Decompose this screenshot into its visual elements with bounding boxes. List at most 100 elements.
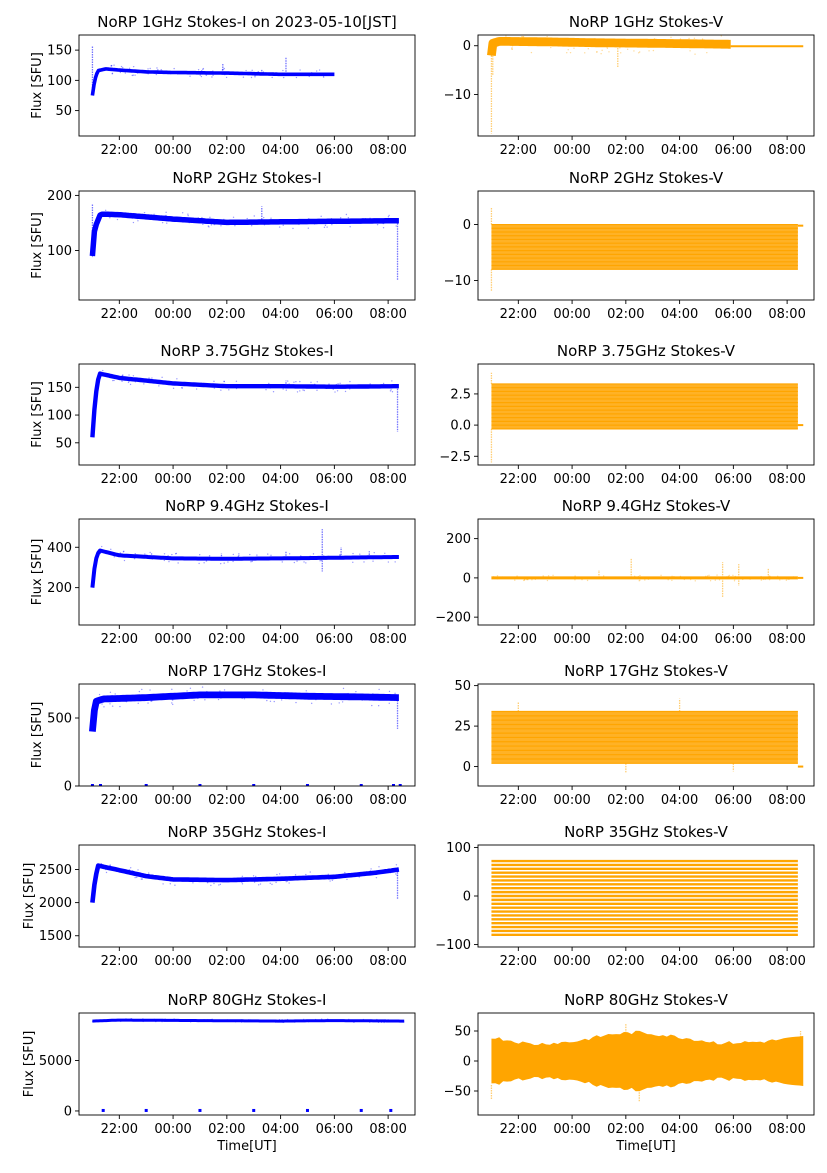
data-point [636, 44, 639, 47]
x-tick-label: 22:00 [101, 143, 138, 158]
data-point [358, 1020, 361, 1023]
data-point [198, 562, 200, 565]
data-point [109, 864, 111, 866]
data-point [682, 44, 685, 47]
data-point [535, 577, 537, 579]
data-point [587, 47, 590, 50]
data-point [241, 1019, 243, 1021]
data-point [98, 1020, 100, 1022]
data-point [787, 578, 789, 581]
data-point [542, 575, 544, 577]
data-point [153, 213, 155, 216]
data-point [352, 561, 354, 563]
data-point [732, 574, 734, 577]
data-point [137, 702, 139, 705]
data-point [643, 577, 646, 579]
data-point [705, 576, 707, 579]
data-point [92, 234, 95, 236]
data-point [327, 1019, 330, 1021]
axes-frame [477, 363, 815, 466]
x-tick-label: 06:00 [316, 1122, 353, 1137]
data-point [199, 1019, 201, 1021]
data-point [121, 375, 123, 378]
data-point [633, 50, 635, 52]
data-point [256, 557, 258, 559]
subplot-title: NoRP 17GHz Stokes-V [564, 662, 729, 680]
data-point [134, 381, 137, 383]
data-point [387, 216, 390, 218]
data-point [710, 40, 713, 43]
series-line [90, 371, 400, 438]
data-point [130, 1018, 133, 1020]
data-point [128, 870, 130, 872]
data-point [123, 215, 125, 217]
data-point [187, 214, 189, 217]
data-point [358, 1020, 360, 1022]
data-point [223, 689, 226, 691]
data-point [143, 1019, 145, 1022]
data-point [302, 389, 304, 391]
data-point [307, 227, 310, 229]
data-point [227, 220, 229, 223]
data-point [125, 700, 128, 703]
data-point [160, 557, 163, 560]
data-point [546, 579, 549, 582]
data-point [385, 870, 387, 873]
data-point [564, 33, 565, 34]
y-axis-label: Flux [SFU] [30, 539, 45, 606]
data-point [127, 872, 129, 874]
plot-area [90, 369, 400, 438]
data-point [378, 688, 380, 691]
data-point [299, 380, 301, 383]
data-point [96, 216, 99, 218]
data-point [787, 576, 789, 578]
data-point [386, 870, 388, 873]
data-point [197, 72, 200, 74]
data-point [287, 380, 289, 382]
data-point [596, 51, 598, 53]
x-tick-label: 02:00 [607, 632, 644, 647]
data-point [340, 875, 342, 877]
data-point [262, 216, 265, 219]
data-point [252, 1108, 256, 1112]
x-tick-label: 22:00 [500, 632, 537, 647]
data-point [122, 66, 124, 69]
data-point [344, 390, 347, 393]
data-point [718, 579, 721, 581]
data-point [792, 576, 795, 578]
data-point [171, 699, 174, 701]
data-point [305, 873, 307, 876]
x-tick-label: 22:00 [101, 793, 138, 808]
data-point [596, 51, 598, 53]
data-point [282, 69, 284, 72]
data-point [250, 225, 253, 227]
x-tick-label: 02:00 [208, 307, 245, 322]
data-point [167, 1019, 169, 1021]
data-point [550, 46, 552, 49]
data-point [136, 217, 139, 220]
data-point [296, 391, 299, 393]
data-point [634, 44, 636, 47]
data-point [302, 219, 304, 221]
data-point [602, 31, 603, 32]
data-point [218, 1020, 221, 1022]
data-point [168, 1019, 170, 1022]
subplot-i-17ghz: 22:00 00:00 02:00 04:00 06:00 08:00 0 500 NoRP 1… [30, 662, 416, 808]
data-point [706, 575, 709, 577]
data-point [223, 562, 225, 564]
data-point [248, 877, 251, 880]
x-tick-label: 00:00 [154, 472, 191, 487]
data-point [556, 39, 559, 41]
data-point [545, 38, 548, 40]
data-point [206, 690, 208, 693]
plot-area [490, 1023, 804, 1102]
data-point [188, 221, 190, 224]
data-point [330, 217, 333, 220]
x-tick-label: 00:00 [553, 632, 590, 647]
data-point [372, 560, 374, 562]
data-point [227, 561, 229, 563]
data-point [93, 84, 95, 86]
data-point [171, 702, 173, 704]
data-point [269, 882, 271, 885]
data-point [332, 388, 334, 390]
